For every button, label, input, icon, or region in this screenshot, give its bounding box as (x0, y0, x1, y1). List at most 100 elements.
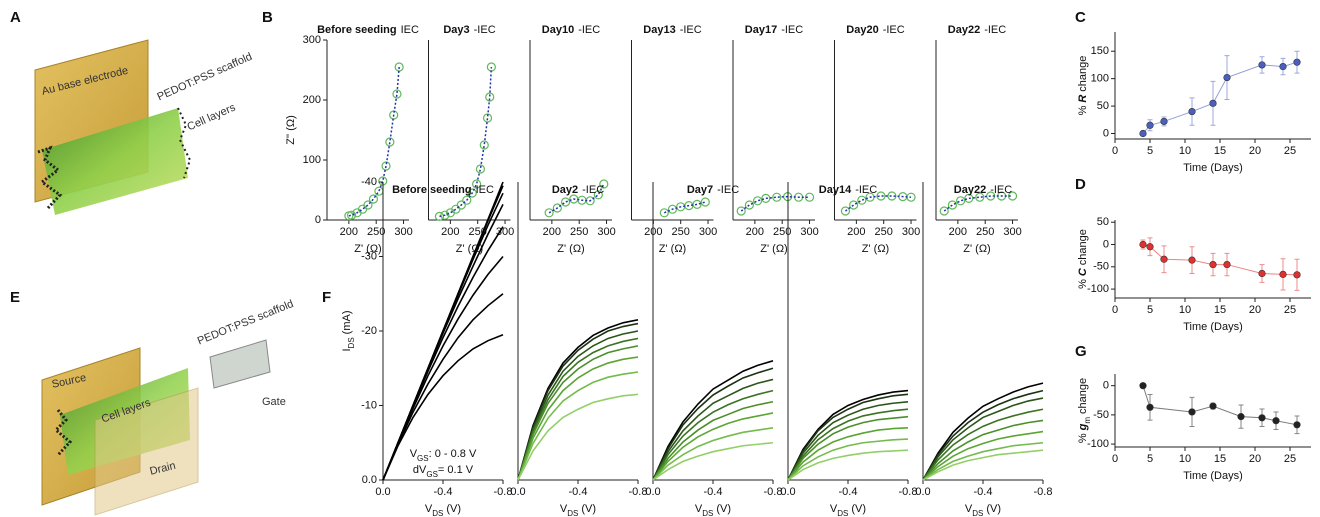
data-point (840, 206, 851, 216)
data-point (394, 62, 404, 72)
chart-title-suffix: -IEC (717, 184, 739, 196)
x-tick-label: 300 (597, 226, 615, 238)
x-tick-label: 200 (847, 226, 865, 238)
data-point (1279, 270, 1287, 278)
x-tick-label: 200 (949, 226, 967, 238)
data-point (385, 137, 395, 147)
y-axis-label: % Rchange (1077, 56, 1089, 116)
y-axis-label-part: R (1077, 95, 1089, 103)
iv-curve (517, 337, 639, 481)
iv-curve (517, 371, 639, 481)
y-tick-label: 300 (303, 34, 321, 46)
x-tick-label: 20 (1249, 145, 1261, 157)
x-axis-label: Time (Days) (1183, 470, 1242, 482)
data-point (1223, 73, 1231, 82)
iv-curve (652, 441, 774, 481)
y-axis-label: Z'' (Ω) (285, 115, 297, 145)
data-point (482, 113, 493, 123)
x-tick-label: 250 (672, 226, 690, 238)
y-tick-label: 0 (315, 214, 321, 226)
fit-line (439, 66, 493, 218)
iv-curve (652, 367, 774, 481)
x-axis-label-part: V (425, 503, 433, 515)
x-tick-label: -0.8 (629, 486, 648, 498)
y-tick-label: -100 (1087, 438, 1109, 450)
chart-title-suffix: -IEC (578, 24, 600, 36)
x-axis-label: VDS (V) (965, 503, 1001, 517)
y-tick-label: 0 (1103, 127, 1109, 139)
chart-title-suffix: -IEC (984, 24, 1006, 36)
y-tick-label: -50 (1093, 261, 1109, 273)
x-tick-label: 300 (496, 226, 514, 238)
x-axis-label: Time (Days) (1183, 162, 1242, 174)
data-point (939, 206, 949, 216)
data-point (560, 197, 571, 207)
x-tick-label: 20 (1249, 304, 1261, 316)
chart-title-bold: Day13 (643, 24, 675, 36)
data-point (752, 196, 763, 206)
fit-line (663, 201, 706, 214)
chart-title: Day13 -IEC (643, 24, 701, 36)
chart-title-suffix: -IEC (883, 24, 905, 36)
data-point (456, 200, 466, 210)
x-tick-label: 25 (1284, 145, 1296, 157)
annotation-part: GS (426, 470, 438, 479)
x-axis-label: Z' (Ω) (963, 243, 990, 255)
data-point (1146, 121, 1154, 129)
chart-title-bold: Before seeding (317, 24, 396, 36)
y-axis-label-part: % (1077, 433, 1089, 443)
y-tick-label: -30 (361, 250, 377, 262)
data-point (964, 193, 974, 203)
chart-title-suffix: -IEC (582, 184, 604, 196)
x-tick-label: 25 (1284, 453, 1296, 465)
chart-title-suffix: IEC (401, 24, 419, 36)
fit-line (943, 195, 1013, 212)
iv-curve (382, 333, 504, 481)
x-tick-label: 300 (902, 226, 920, 238)
x-tick-label: 15 (1214, 453, 1226, 465)
chart-title: Day22 -IEC (948, 24, 1006, 36)
iv-curve (382, 255, 504, 481)
x-tick-label: 0.0 (375, 486, 390, 498)
y-axis-label-part: change (1077, 229, 1089, 265)
data-point (975, 192, 985, 202)
iv-curve (517, 319, 639, 481)
annotation-part: GS (417, 454, 429, 463)
data-point (485, 92, 495, 102)
data-point (1279, 62, 1287, 71)
drain-electrode (94, 387, 199, 516)
x-axis-label-part: V (560, 503, 568, 515)
data-point (544, 208, 554, 218)
data-point (1223, 260, 1231, 269)
data-point (440, 210, 450, 220)
chart-title-bold: Day2 (552, 184, 578, 196)
data-point (347, 210, 357, 220)
x-tick-label: -0.4 (434, 486, 453, 498)
chart-title: Before seeding IEC (392, 184, 494, 196)
x-tick-label: 10 (1179, 453, 1191, 465)
chart-title: Before seeding IEC (317, 24, 419, 36)
x-axis-label: Z' (Ω) (659, 243, 686, 255)
x-tick-label: 0 (1112, 453, 1118, 465)
x-tick-label: 0 (1112, 304, 1118, 316)
data-point (462, 195, 472, 205)
panel-label: C (1075, 9, 1086, 26)
x-axis-label-part: V (695, 503, 703, 515)
y-tick-label: -10 (361, 399, 377, 411)
x-axis-label: VDS (V) (695, 503, 731, 517)
iv-curve (652, 412, 774, 481)
x-tick-label: 15 (1214, 304, 1226, 316)
x-tick-label: 300 (800, 226, 818, 238)
fit-line (348, 66, 400, 217)
y-tick-label: 0 (1103, 238, 1109, 250)
data-point (1258, 269, 1266, 278)
iv-curve (517, 345, 639, 481)
x-axis-label: Time (Days) (1183, 321, 1242, 333)
data-point (1139, 129, 1147, 138)
data-point (947, 200, 958, 210)
x-axis-label: VDS (V) (560, 503, 596, 517)
x-tick-label: -0.8 (1034, 486, 1053, 498)
data-point (736, 206, 746, 216)
iv-curve (652, 378, 774, 481)
x-tick-label: 200 (746, 226, 764, 238)
